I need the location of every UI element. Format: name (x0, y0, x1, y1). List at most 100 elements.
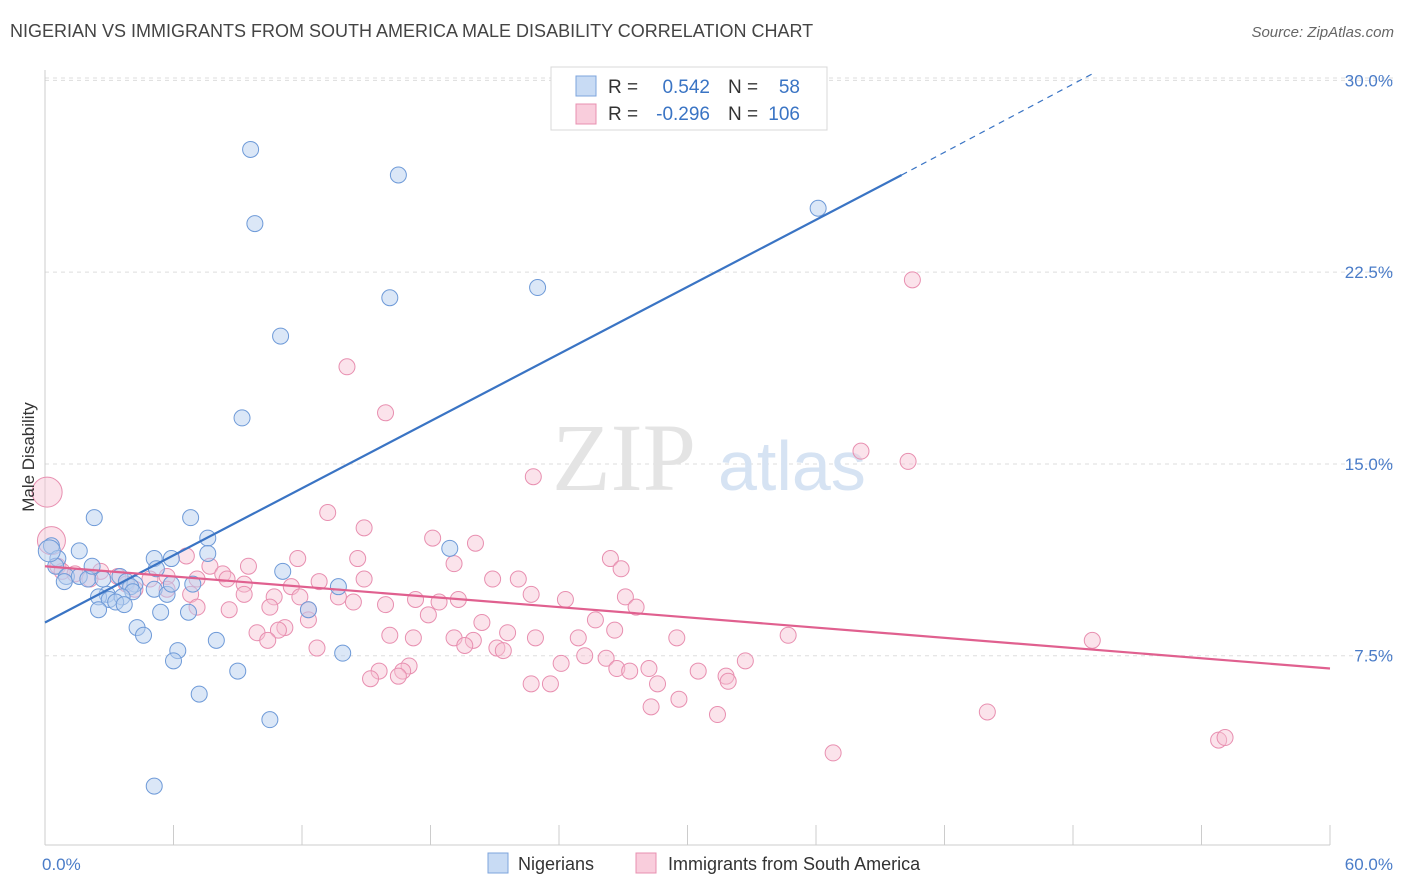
immigrants-point-104 (824, 744, 842, 762)
immigrants-point-54 (586, 611, 604, 629)
immigrants-point-2 (903, 271, 921, 289)
immigrants-point-68 (1083, 631, 1101, 649)
watermark: ZIP atlas (552, 404, 866, 511)
immigrants-point-95 (389, 667, 407, 685)
y-tick-labels: 7.5% 15.0% 22.5% 30.0% (1345, 71, 1393, 665)
immigrants-point-87 (689, 662, 707, 680)
nigerians-point-40 (299, 601, 317, 619)
immigrants-point-66 (668, 629, 686, 647)
immigrants-point-0 (31, 476, 63, 508)
immigrants-point-42 (265, 588, 283, 606)
immigrants-point-67 (779, 626, 797, 644)
immigrants-point-100 (708, 706, 726, 724)
immigrants-point-10 (424, 529, 442, 547)
nigerians-point-54 (145, 777, 163, 795)
legend-swatch-immigrants (575, 103, 597, 125)
nigerians-point-51 (229, 662, 247, 680)
source-label: Source: ZipAtlas.com (1251, 24, 1394, 41)
legend-r-label-2: R = (608, 104, 638, 125)
nigerians-point-6 (272, 327, 290, 345)
x-tick-label-1: 60.0% (1345, 855, 1393, 874)
immigrants-point-56 (627, 598, 645, 616)
legend-n-label-2: N = (728, 104, 758, 125)
nigerians-point-46 (135, 626, 153, 644)
nigerians-point-5 (381, 289, 399, 307)
immigrants-point-5 (524, 468, 542, 486)
nigerians-point-18 (184, 575, 202, 593)
immigrants-point-62 (473, 613, 491, 631)
nigerians-point-3 (809, 199, 827, 217)
x-tick-labels: 0.0% 60.0% (42, 855, 1393, 874)
immigrants-point-96 (541, 675, 559, 693)
immigrants-point-74 (404, 629, 422, 647)
immigrants-point-55 (616, 588, 634, 606)
immigrants-point-46 (419, 606, 437, 624)
nigerians-point-16 (70, 542, 88, 560)
immigrants-point-97 (522, 675, 540, 693)
immigrants-point-16 (445, 555, 463, 573)
immigrants-point-82 (576, 647, 594, 665)
legend-swatch-nigerians (575, 75, 597, 97)
legend-r-value-2: -0.296 (656, 104, 710, 125)
nigerians-point-0 (242, 140, 260, 158)
immigrants-point-30 (235, 575, 253, 593)
immigrants-point-81 (552, 654, 570, 672)
nigerians-point-41 (329, 578, 347, 596)
immigrants-point-19 (239, 557, 257, 575)
immigrants-trend-line (44, 565, 1331, 670)
immigrants-point-35 (509, 570, 527, 588)
immigrants-point-15 (289, 550, 307, 568)
immigrants-point-98 (642, 698, 660, 716)
immigrants-point-9 (355, 519, 373, 537)
nigerians-point-8 (85, 509, 103, 527)
nigerians-point-7 (233, 409, 251, 427)
immigrants-point-41 (235, 585, 253, 603)
immigrants-point-105 (362, 670, 380, 688)
immigrants-point-71 (259, 631, 277, 649)
series-nigerians-points (37, 140, 827, 795)
bottom-legend-swatch-nigerians (487, 852, 509, 874)
immigrants-point-32 (355, 570, 373, 588)
immigrants-point-6 (852, 442, 870, 460)
immigrants-point-11 (466, 534, 484, 552)
legend-n-value-1: 58 (779, 77, 800, 98)
nigerians-point-11 (199, 544, 217, 562)
legend-n-value-2: 106 (768, 104, 800, 125)
immigrants-point-86 (736, 652, 754, 670)
immigrants-point-76 (464, 631, 482, 649)
immigrants-point-52 (522, 585, 540, 603)
y-tick-label-1: 15.0% (1345, 455, 1393, 474)
series-immigrants-points (31, 271, 1234, 762)
nigerians-point-37 (115, 596, 133, 614)
x-tick-label-0: 0.0% (42, 855, 81, 874)
watermark-zip: ZIP (552, 404, 696, 511)
nigerians-point-56 (55, 573, 73, 591)
y-tick-label-0: 7.5% (1354, 647, 1393, 666)
y-tick-label-3: 30.0% (1345, 71, 1393, 90)
immigrants-point-83 (597, 649, 615, 667)
immigrants-point-84 (608, 660, 626, 678)
nigerians-trend-extension (901, 72, 1095, 176)
immigrants-point-70 (269, 621, 287, 639)
immigrants-point-85 (640, 660, 658, 678)
immigrants-point-72 (308, 639, 326, 657)
y-tick-label-2: 22.5% (1345, 263, 1393, 282)
immigrants-point-57 (261, 598, 279, 616)
immigrants-point-8 (319, 504, 337, 522)
nigerians-point-44 (441, 539, 459, 557)
immigrants-point-14 (349, 550, 367, 568)
nigerians-point-53 (261, 711, 279, 729)
immigrants-point-90 (649, 675, 667, 693)
immigrants-point-34 (484, 570, 502, 588)
bottom-legend-label-nigerians: Nigerians (518, 854, 594, 874)
nigerians-point-43 (152, 603, 170, 621)
chart-title: NIGERIAN VS IMMIGRANTS FROM SOUTH AMERIC… (10, 21, 814, 41)
immigrants-point-101 (978, 703, 996, 721)
nigerians-point-38 (90, 601, 108, 619)
immigrants-point-63 (499, 624, 517, 642)
nigerians-point-4 (529, 279, 547, 297)
immigrants-point-79 (526, 629, 544, 647)
immigrants-point-89 (719, 672, 737, 690)
immigrants-point-7 (899, 452, 917, 470)
